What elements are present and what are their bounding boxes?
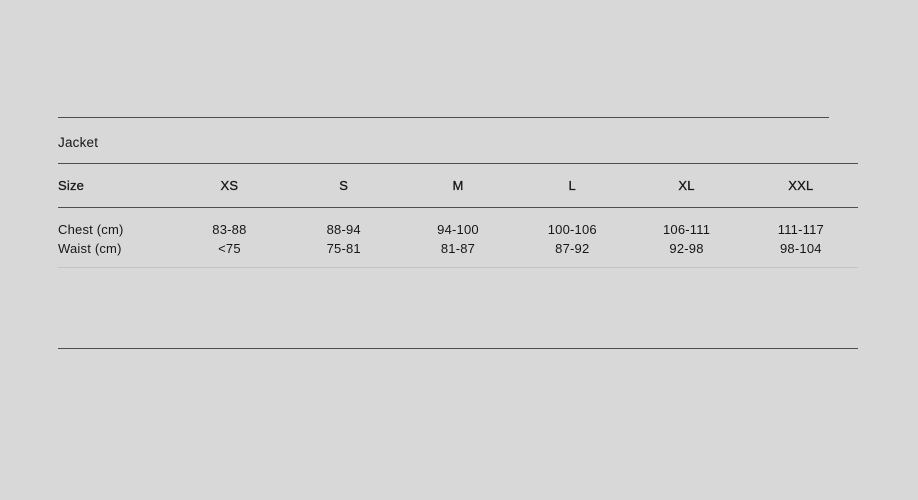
section-top-divider — [58, 117, 829, 118]
section-title: Jacket — [58, 135, 99, 150]
row-label: Waist (cm) — [58, 240, 122, 256]
section-bottom-divider — [58, 348, 858, 349]
size-table-header-row: Size XS S M L XL XXL — [58, 163, 858, 208]
column-header: XXL — [788, 178, 814, 193]
column-header: S — [339, 178, 349, 193]
column-header: XS — [220, 178, 239, 193]
measurement-value: 94-100 — [437, 222, 479, 238]
measurement-value: 81-87 — [440, 240, 476, 256]
column-header: L — [568, 178, 576, 193]
size-table: Size XS S M L XL XXL Chest (cm) 83-88 88-94 94-10… — [58, 163, 858, 268]
size-guide-section: Jacket Size XS S M L XL XXL Chest (cm) 83-88 88-… — [58, 0, 858, 349]
measurement-value: 88-94 — [326, 222, 361, 238]
column-header-size: Size — [58, 178, 85, 193]
table-row: Chest (cm) 83-88 88-94 94-100 100-106 106-111… — [58, 208, 858, 238]
measurement-value: 98-104 — [780, 240, 822, 256]
measurement-value: 111-117 — [777, 222, 824, 238]
column-header: XL — [678, 178, 695, 193]
measurement-value: 92-98 — [669, 240, 704, 256]
column-header: M — [452, 178, 464, 193]
measurement-value: 75-81 — [326, 240, 361, 256]
size-table-body: Chest (cm) 83-88 88-94 94-100 100-106 106-111… — [58, 208, 858, 268]
size-table-head: Size XS S M L XL XXL — [58, 163, 858, 208]
measurement-value: 83-88 — [212, 222, 247, 238]
measurement-value: 87-92 — [555, 240, 590, 256]
table-row: Waist (cm) <75 75-81 81-87 87-92 92-98 98-104 — [58, 238, 858, 268]
measurement-value: 100-106 — [547, 222, 597, 238]
row-label: Chest (cm) — [58, 222, 124, 238]
measurement-value: 106-111 — [662, 222, 711, 238]
measurement-value: <75 — [218, 240, 241, 256]
